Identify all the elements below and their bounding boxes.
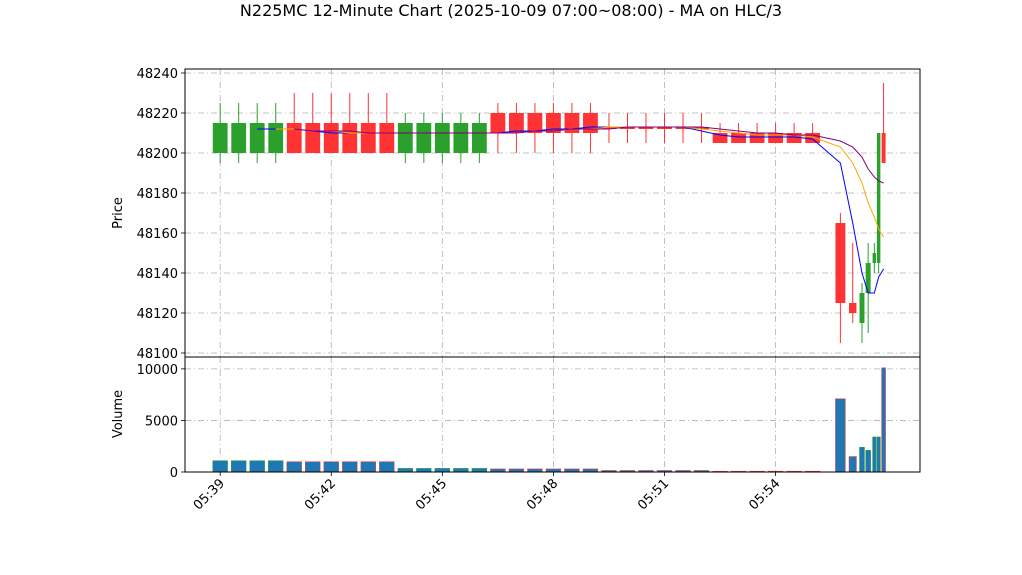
candle-body [731, 133, 746, 143]
volume-bar [360, 461, 376, 473]
chart-title: N225MC 12-Minute Chart (2025-10-09 07:00… [240, 1, 782, 20]
candle-body [527, 113, 543, 133]
candle-body [675, 127, 691, 129]
y-tick-label: 48220 [137, 107, 178, 122]
volume-bar [848, 456, 857, 473]
candle-body [212, 123, 228, 153]
volume-bar [416, 468, 432, 473]
candle-body [601, 127, 617, 129]
price-frame [184, 68, 921, 358]
candle-body [865, 263, 871, 293]
volume-frame [184, 356, 921, 473]
volume-tick-label: 10000 [137, 363, 178, 378]
candle-body [835, 223, 846, 303]
candle-body [231, 123, 247, 153]
candle-body [876, 133, 881, 263]
volume-bar [453, 468, 469, 473]
volume-bar [249, 460, 265, 473]
y-axis-label: Price [111, 197, 126, 229]
candle-body [712, 133, 728, 143]
x-tick-label: 05:54 [746, 476, 783, 513]
candle-body [546, 113, 561, 133]
y-tick-label: 48240 [137, 67, 178, 82]
volume-bar [876, 436, 881, 473]
volume-bar [434, 468, 450, 473]
volume-bar [212, 460, 228, 473]
volume-axis-label: Volume [111, 390, 126, 438]
volume-bar [305, 461, 321, 473]
candle-body [305, 123, 321, 153]
volume-bar [471, 468, 488, 473]
volume-bar [231, 460, 247, 473]
y-tick-label: 48200 [137, 147, 178, 162]
candle-body [490, 113, 506, 133]
candle-body [379, 123, 395, 153]
candle-body [872, 253, 877, 263]
volume-bar [268, 460, 284, 473]
candle-body [286, 123, 302, 153]
candle-body [434, 123, 450, 153]
candle-body [859, 293, 865, 323]
candle-body [768, 133, 783, 143]
volume-tick-label: 5000 [145, 414, 178, 429]
candle-body [849, 303, 857, 313]
candle-body [694, 127, 709, 129]
volume-tick-label: 0 [170, 466, 178, 481]
y-tick-label: 48160 [137, 227, 178, 242]
candle-body [360, 123, 376, 153]
candle-body [564, 113, 580, 133]
volume-bar [872, 436, 877, 473]
candle-body [471, 123, 487, 153]
candle-body [583, 113, 598, 133]
volume-bar [397, 468, 413, 473]
volume-bar [859, 446, 865, 473]
candle-body [508, 113, 524, 133]
candle-body [268, 123, 284, 153]
volume-bar [379, 461, 395, 473]
candle-body [786, 133, 802, 143]
ma-line [294, 126, 884, 184]
candle-body [249, 123, 265, 153]
candle-body [416, 123, 432, 153]
volume-bar [342, 461, 358, 473]
candle-body [342, 123, 358, 153]
volume-bar [835, 398, 846, 473]
candle-body [323, 123, 339, 153]
x-tick-label: 05:45 [413, 476, 450, 513]
volume-bar [881, 367, 886, 473]
candle-body [453, 123, 469, 153]
x-tick-label: 05:42 [302, 476, 339, 513]
candle-body [397, 123, 413, 153]
candle-body [749, 133, 765, 143]
volume-bar [865, 450, 871, 473]
plot-area: 05:39 05:42 05:45 05:48 05:51 05:54 48100 48120… [137, 67, 921, 513]
candle-body [881, 133, 886, 163]
candle-body [657, 127, 672, 129]
x-tick-label: 05:48 [524, 476, 561, 513]
candle-body [638, 127, 654, 129]
volume-bar [323, 461, 339, 473]
y-tick-label: 48180 [137, 187, 178, 202]
volume-bar [286, 461, 302, 473]
y-tick-label: 48120 [137, 307, 178, 322]
candle-body [620, 127, 635, 129]
candle-body [805, 133, 821, 143]
y-tick-label: 48100 [137, 347, 178, 362]
x-tick-label: 05:51 [635, 476, 672, 513]
x-tick-label: 05:39 [191, 476, 228, 513]
y-tick-label: 48140 [137, 267, 178, 282]
